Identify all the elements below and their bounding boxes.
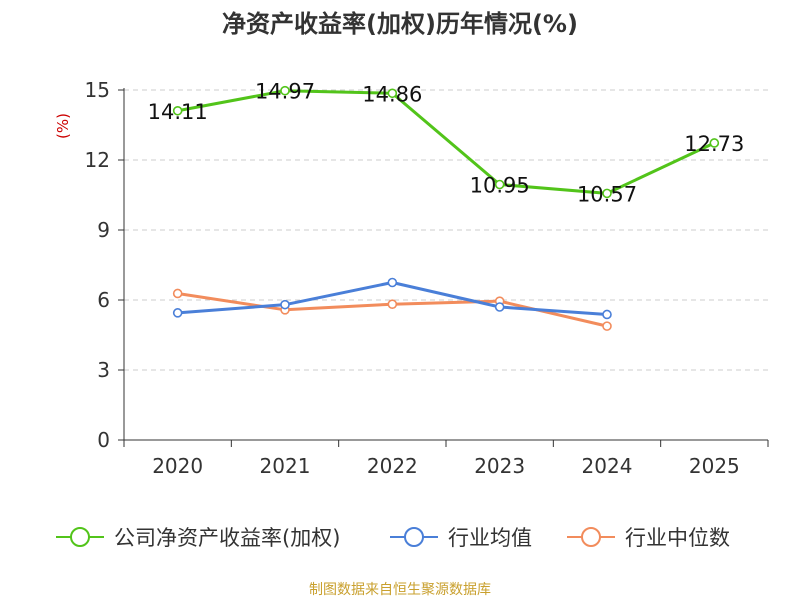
data-point: [172, 105, 183, 116]
data-label: 10.57: [577, 182, 637, 206]
y-tick-label: 0: [97, 428, 110, 452]
data-point: [172, 288, 183, 299]
y-axis-label: (%): [54, 113, 72, 139]
data-point: [387, 277, 398, 288]
data-point: [709, 138, 720, 148]
data-label: 12.73: [684, 132, 744, 156]
data-label: 14.97: [255, 80, 315, 104]
x-tick-label: 2021: [260, 454, 311, 478]
data-point: [280, 85, 290, 96]
y-tick-label: 9: [97, 218, 110, 242]
data-label: 14.11: [148, 100, 208, 124]
y-tick-label: 12: [85, 148, 110, 172]
data-point: [602, 321, 612, 331]
legend-swatch-marker: [581, 527, 601, 547]
data-point: [494, 179, 505, 190]
legend: 公司净资产收益率(加权) 行业均值 行业中位数: [56, 526, 730, 550]
data-point: [280, 299, 290, 310]
y-tick-label: 15: [85, 78, 110, 102]
axis-layer: 0 3 6 9 12 15 (%) 2020 2021 2022 2023 2024 2025: [54, 78, 769, 478]
data-point: [172, 308, 183, 318]
data-label: 10.95: [470, 174, 530, 198]
y-tick-label: 6: [97, 288, 110, 312]
data-label: 14.86: [362, 82, 422, 106]
legend-label: 公司净资产收益率(加权): [114, 526, 340, 550]
series-line: [177, 89, 715, 195]
x-tick-label: 2020: [152, 454, 203, 478]
data-point: [494, 302, 505, 312]
legend-swatch-marker: [70, 527, 90, 547]
y-tick-label: 3: [97, 358, 110, 382]
legend-label: 行业中位数: [625, 526, 730, 550]
data-point: [602, 309, 612, 320]
x-tick-label: 2025: [689, 454, 740, 478]
legend-swatch-marker: [404, 527, 424, 547]
x-tick-label: 2022: [367, 454, 418, 478]
source-note: 制图数据来自恒生聚源数据库: [309, 582, 491, 598]
chart-title: 净资产收益率(加权)历年情况(%): [222, 10, 578, 38]
x-tick-label: 2023: [474, 454, 525, 478]
data-point: [387, 88, 398, 99]
series-layer: [172, 85, 720, 331]
grid-layer: [124, 89, 768, 371]
data-point: [387, 299, 398, 310]
x-tick-label: 2024: [582, 454, 633, 478]
legend-label: 行业均值: [448, 526, 532, 550]
data-point: [602, 188, 612, 199]
data-label-layer: 14.11 14.97 14.86 10.95 10.57 12.73: [148, 80, 745, 207]
